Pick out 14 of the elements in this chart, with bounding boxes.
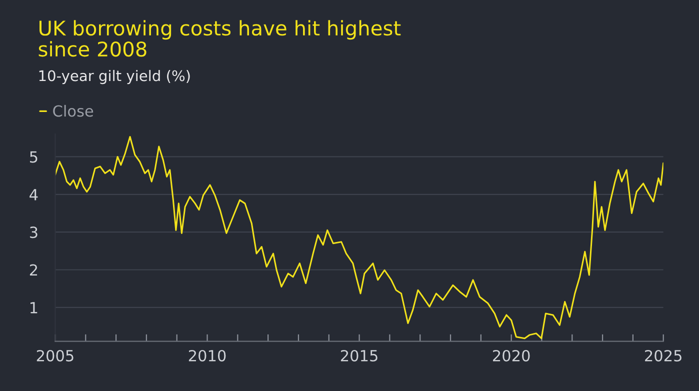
x-tick-label: 2010 bbox=[188, 350, 226, 362]
x-tick-label: 2020 bbox=[492, 350, 530, 362]
y-tick-label: 2 bbox=[30, 264, 38, 276]
line-series bbox=[55, 136, 664, 340]
chart-subtitle: 10-year gilt yield (%) bbox=[39, 70, 190, 84]
legend-label: Close bbox=[53, 104, 94, 117]
x-tick-label: 2025 bbox=[645, 350, 682, 362]
x-tick-label: 2005 bbox=[36, 350, 74, 362]
chart-title: UK borrowing costs have hit highest since 2008 bbox=[38, 20, 401, 57]
y-tick-label: 4 bbox=[30, 189, 38, 200]
y-tick-label: 5 bbox=[30, 151, 38, 163]
x-tick-label: 2015 bbox=[340, 350, 378, 362]
y-tick-label: 3 bbox=[30, 226, 38, 238]
y-tick-label: 1 bbox=[30, 302, 38, 314]
